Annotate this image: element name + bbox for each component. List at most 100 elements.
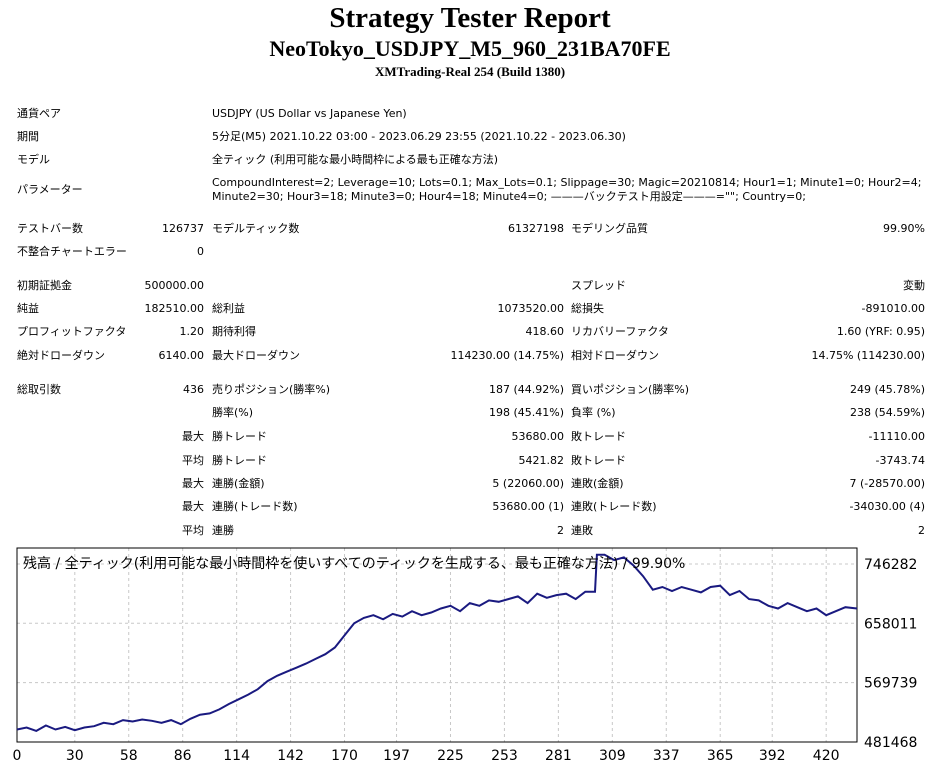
x-tick-label: 58 xyxy=(120,748,138,761)
x-tick-label: 337 xyxy=(653,748,680,761)
chart-title: 残高 / 全ティック(利用可能な最小時間枠を使いすべてのティックを生成する、最も… xyxy=(23,555,685,572)
avg-word-2: 平均 xyxy=(182,524,204,537)
ticks-label: モデルティック数 xyxy=(212,222,300,235)
avg-cons-loss-label: 連敗 xyxy=(571,524,593,537)
long-label: 買いポジション(勝率%) xyxy=(571,383,690,396)
mismatch-label: 不整合チャートエラー xyxy=(17,245,127,258)
trades-value: 436 xyxy=(183,383,204,396)
model-label: モデル xyxy=(17,153,50,166)
gross-profit-label: 総利益 xyxy=(212,302,245,315)
max-word-1: 最大 xyxy=(182,430,204,443)
avg-cons-win-label: 連勝 xyxy=(212,524,234,537)
short-value: 187 (44.92%) xyxy=(488,383,564,396)
x-tick-label: 281 xyxy=(545,748,572,761)
avg-loss-label: 敗トレード xyxy=(571,454,626,467)
max-loss-value: -11110.00 xyxy=(868,430,925,443)
expert-name: NeoTokyo_USDJPY_M5_960_231BA70FE xyxy=(269,36,671,61)
x-axis-ticks: 0 30 58 86 114 142 170 197 225 253 281 309 337 365 392… xyxy=(13,748,840,761)
x-tick-label: 309 xyxy=(599,748,626,761)
model-value: 全ティック (利用可能な最小時間枠による最も正確な方法) xyxy=(212,153,499,166)
expected-label: 期待利得 xyxy=(212,325,256,338)
server-name: XMTrading-Real 254 (Build 1380) xyxy=(374,64,566,79)
spread-label: スプレッド xyxy=(571,279,626,292)
pf-label: プロフィットファクタ xyxy=(17,325,127,338)
rel-dd-label: 相対ドローダウン xyxy=(571,349,659,362)
winrate-label: 勝率(%) xyxy=(212,406,254,419)
winrate-value: 198 (45.41%) xyxy=(488,406,564,419)
max-word-3: 最大 xyxy=(182,500,204,513)
avg-loss-value: -3743.74 xyxy=(875,454,925,467)
cons-loss-amt-value: 7 (-28570.00) xyxy=(849,477,925,490)
gross-profit-value: 1073520.00 xyxy=(497,302,564,315)
period-label: 期間 xyxy=(17,130,39,143)
cons-win-cnt-label: 連勝(トレード数) xyxy=(212,500,298,513)
max-dd-value: 114230.00 (14.75%) xyxy=(450,349,564,362)
max-loss-label: 敗トレード xyxy=(571,430,626,443)
avg-win-value: 5421.82 xyxy=(518,454,565,467)
expected-value: 418.60 xyxy=(525,325,565,338)
x-tick-label: 30 xyxy=(66,748,84,761)
recovery-label: リカバリーファクタ xyxy=(571,325,669,338)
abs-dd-label: 絶対ドローダウン xyxy=(17,349,105,362)
x-tick-label: 420 xyxy=(813,748,840,761)
y-tick-label: 481468 xyxy=(864,735,917,751)
y-axis-ticks: 746282 658011 569739 481468 xyxy=(864,557,917,751)
params-line-2: Minute2=30; Hour3=18; Minute3=0; Hour4=1… xyxy=(212,190,806,203)
avg-word-1: 平均 xyxy=(182,454,204,467)
x-tick-label: 0 xyxy=(13,748,22,761)
gross-loss-label: 総損失 xyxy=(571,302,604,315)
x-tick-label: 392 xyxy=(759,748,786,761)
avg-cons-win-value: 2 xyxy=(557,524,564,537)
mismatch-value: 0 xyxy=(197,245,204,258)
chart-grid xyxy=(17,548,857,742)
avg-cons-loss-value: 2 xyxy=(918,524,925,537)
bars-value: 126737 xyxy=(162,222,204,235)
avg-win-label: 勝トレード xyxy=(212,454,267,467)
abs-dd-value: 6140.00 xyxy=(158,349,205,362)
y-tick-label: 658011 xyxy=(864,616,917,632)
quality-value: 99.90% xyxy=(883,222,925,235)
cons-win-amt-value: 5 (22060.00) xyxy=(492,477,564,490)
x-tick-label: 114 xyxy=(223,748,250,761)
max-win-value: 53680.00 xyxy=(511,430,565,443)
period-value: 5分足(M5) 2021.10.22 03:00 - 2023.06.29 23… xyxy=(212,130,626,143)
ticks-value: 61327198 xyxy=(508,222,564,235)
quality-label: モデリング品質 xyxy=(571,222,648,235)
x-tick-label: 86 xyxy=(174,748,192,761)
x-tick-label: 142 xyxy=(277,748,304,761)
long-value: 249 (45.78%) xyxy=(849,383,925,396)
x-tick-label: 253 xyxy=(491,748,518,761)
rel-dd-value: 14.75% (114230.00) xyxy=(811,349,925,362)
x-tick-label: 197 xyxy=(383,748,410,761)
spread-value: 変動 xyxy=(903,279,925,292)
params-label: パラメーター xyxy=(17,183,83,196)
trades-label: 総取引数 xyxy=(17,383,61,396)
y-tick-label: 746282 xyxy=(864,557,917,573)
symbol-value: USDJPY (US Dollar vs Japanese Yen) xyxy=(212,107,407,120)
report-title: Strategy Tester Report xyxy=(329,2,611,34)
x-tick-label: 225 xyxy=(437,748,464,761)
deposit-value: 500000.00 xyxy=(144,279,205,292)
cons-loss-cnt-value: -34030.00 (4) xyxy=(849,500,925,513)
symbol-label: 通貨ペア xyxy=(17,107,61,120)
cons-win-amt-label: 連勝(金額) xyxy=(212,477,265,490)
x-tick-label: 170 xyxy=(331,748,358,761)
cons-loss-amt-label: 連敗(金額) xyxy=(571,477,624,490)
recovery-value: 1.60 (YRF: 0.95) xyxy=(836,325,925,338)
lossrate-value: 238 (54.59%) xyxy=(849,406,925,419)
chart-frame xyxy=(16,547,858,743)
x-tick-label: 365 xyxy=(707,748,734,761)
net-label: 純益 xyxy=(17,302,39,315)
net-value: 182510.00 xyxy=(144,302,205,315)
y-tick-label: 569739 xyxy=(864,676,917,692)
cons-win-cnt-value: 53680.00 (1) xyxy=(492,500,564,513)
deposit-label: 初期証拠金 xyxy=(17,279,72,292)
max-win-label: 勝トレード xyxy=(212,430,267,443)
max-word-2: 最大 xyxy=(182,477,204,490)
lossrate-label: 負率 (%) xyxy=(571,406,616,419)
pf-value: 1.20 xyxy=(179,325,205,338)
params-line-1: CompoundInterest=2; Leverage=10; Lots=0.… xyxy=(212,176,922,189)
gross-loss-value: -891010.00 xyxy=(861,302,925,315)
balance-line xyxy=(16,553,858,732)
